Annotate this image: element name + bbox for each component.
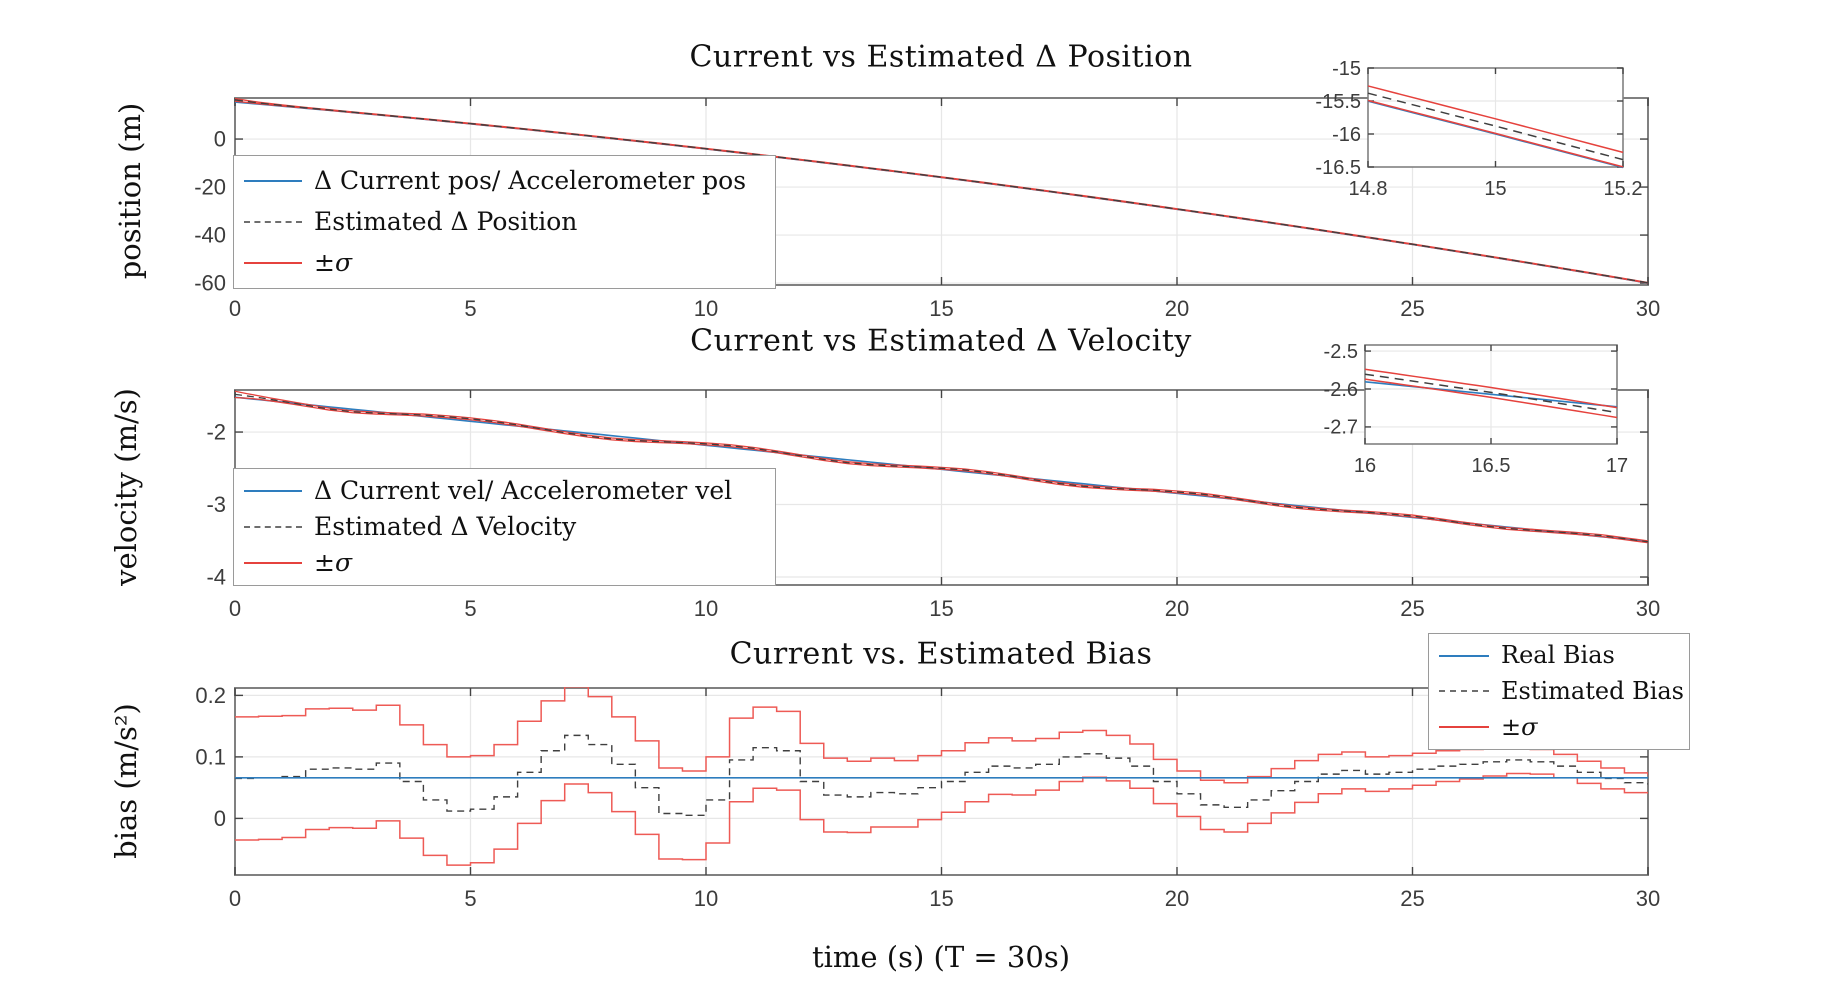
y-tick-label: 0.2 bbox=[195, 683, 226, 708]
series-sigma-lower-velocity bbox=[235, 396, 1648, 544]
series-group bbox=[235, 687, 1648, 866]
blue-line-swatch bbox=[244, 179, 302, 182]
series-sigma-lower-bias bbox=[235, 772, 1648, 866]
legend-item-estimated-pos: Estimated Δ Position bbox=[244, 206, 765, 236]
plot1-ylabel: position (m) bbox=[113, 102, 147, 280]
x-tick-label: 0 bbox=[229, 886, 241, 911]
x-tick-label: 15.2 bbox=[1604, 178, 1643, 200]
inset-sigma-lower-position bbox=[1367, 99, 1624, 168]
series-group bbox=[235, 97, 1648, 284]
x-tick-label: 10 bbox=[694, 296, 718, 321]
legend-label: Real Bias bbox=[1501, 641, 1615, 670]
x-tick-label: 15 bbox=[929, 296, 953, 321]
x-tick-label: 14.8 bbox=[1349, 178, 1388, 200]
plot1-title: Current vs Estimated Δ Position bbox=[689, 39, 1193, 75]
legend-label: ±σ bbox=[314, 248, 353, 278]
x-tick-label: 0 bbox=[229, 296, 241, 321]
plot3-ylabel: bias (m/s²) bbox=[109, 703, 143, 859]
x-tick-label: 30 bbox=[1636, 886, 1660, 911]
legend-label: Estimated Δ Position bbox=[314, 206, 578, 236]
legend-label: Δ Current pos/ Accelerometer pos bbox=[314, 165, 747, 195]
inset-estimated-velocity bbox=[1364, 373, 1618, 414]
legend-item-estimated-bias: Estimated Bias bbox=[1439, 678, 1684, 704]
plot2-title: Current vs Estimated Δ Velocity bbox=[690, 323, 1192, 359]
y-tick-label: -2.5 bbox=[1324, 341, 1358, 363]
y-tick-label: -60 bbox=[194, 271, 226, 296]
y-tick-label: -4 bbox=[206, 565, 226, 590]
legend-label: ±σ bbox=[314, 547, 353, 577]
legend-label: Estimated Bias bbox=[1501, 676, 1684, 705]
y-tick-label: -2.7 bbox=[1324, 417, 1358, 439]
dashed-line-swatch bbox=[1439, 690, 1489, 693]
dashed-line-swatch bbox=[244, 220, 302, 223]
x-tick-label: 0 bbox=[229, 596, 241, 621]
x-tick-label: 16 bbox=[1354, 455, 1376, 477]
x-axis-label: time (s) (T = 30s) bbox=[811, 940, 1071, 974]
x-tick-label: 25 bbox=[1400, 296, 1424, 321]
plot3-title: Current vs. Estimated Bias bbox=[729, 636, 1153, 672]
inset-sigma-lower-velocity bbox=[1364, 378, 1618, 419]
red-line-swatch bbox=[1439, 726, 1489, 729]
x-tick-label: 15 bbox=[1484, 178, 1506, 200]
x-tick-label: 15 bbox=[929, 596, 953, 621]
legend-item-sigma-vel: ±σ bbox=[244, 547, 765, 577]
y-tick-label: -40 bbox=[194, 223, 226, 248]
y-tick-label: -3 bbox=[206, 492, 226, 517]
x-tick-label: 10 bbox=[694, 886, 718, 911]
x-tick-label: 25 bbox=[1400, 886, 1424, 911]
y-tick-label: -16 bbox=[1332, 124, 1361, 146]
legend-position: Δ Current pos/ Accelerometer pos Estimat… bbox=[233, 155, 776, 289]
x-tick-label: 20 bbox=[1165, 296, 1189, 321]
legend-item-real-bias: Real Bias bbox=[1439, 643, 1679, 668]
blue-line-swatch bbox=[1439, 654, 1489, 657]
inset-sigma-upper-velocity bbox=[1364, 368, 1618, 409]
series-estimated-bias bbox=[235, 734, 1648, 817]
series-group bbox=[235, 390, 1648, 544]
legend-label: Estimated Δ Velocity bbox=[314, 511, 577, 541]
legend-label: ±σ bbox=[1501, 712, 1538, 741]
x-tick-label: 17 bbox=[1606, 455, 1628, 477]
red-line-swatch bbox=[244, 262, 302, 265]
series-sigma-upper-bias bbox=[235, 687, 1648, 784]
inset-current-velocity bbox=[1364, 380, 1618, 408]
y-tick-label: -2.6 bbox=[1324, 379, 1358, 401]
y-tick-label: 0 bbox=[214, 127, 226, 152]
x-tick-label: 30 bbox=[1636, 296, 1660, 321]
y-tick-label: -15 bbox=[1332, 58, 1361, 80]
series-estimated-position bbox=[235, 99, 1648, 284]
x-tick-label: 15 bbox=[929, 886, 953, 911]
legend-item-sigma-bias: ±σ bbox=[1439, 712, 1679, 741]
y-tick-label: -20 bbox=[194, 175, 226, 200]
x-tick-label: 10 bbox=[694, 596, 718, 621]
y-tick-label: -15.5 bbox=[1315, 91, 1361, 113]
x-tick-label: 16.5 bbox=[1472, 455, 1511, 477]
inset-sigma-upper-position bbox=[1367, 85, 1624, 154]
red-line-swatch bbox=[244, 562, 302, 564]
x-tick-label: 5 bbox=[464, 596, 476, 621]
legend-item-current-vel: Δ Current vel/ Accelerometer vel bbox=[244, 475, 765, 505]
x-tick-label: 5 bbox=[464, 886, 476, 911]
blue-line-swatch bbox=[244, 490, 302, 492]
y-tick-label: 0.1 bbox=[195, 744, 226, 769]
series-sigma-upper-velocity bbox=[235, 390, 1648, 542]
y-tick-label: -2 bbox=[206, 420, 226, 445]
series-estimated-velocity bbox=[235, 393, 1648, 543]
legend-label: Δ Current vel/ Accelerometer vel bbox=[314, 475, 733, 505]
plot2-ylabel: velocity (m/s) bbox=[109, 388, 143, 586]
legend-velocity: Δ Current vel/ Accelerometer vel Estimat… bbox=[233, 468, 776, 586]
legend-item-estimated-vel: Estimated Δ Velocity bbox=[244, 511, 765, 541]
x-tick-label: 25 bbox=[1400, 596, 1424, 621]
legend-item-current-pos: Δ Current pos/ Accelerometer pos bbox=[244, 165, 765, 195]
y-tick-label: -16.5 bbox=[1315, 157, 1361, 179]
x-tick-label: 20 bbox=[1165, 886, 1189, 911]
x-tick-label: 20 bbox=[1165, 596, 1189, 621]
legend-bias: Real Bias Estimated Bias ±σ bbox=[1428, 633, 1690, 750]
x-tick-label: 30 bbox=[1636, 596, 1660, 621]
dashed-line-swatch bbox=[244, 526, 302, 528]
x-tick-label: 5 bbox=[464, 296, 476, 321]
legend-item-sigma-pos: ±σ bbox=[244, 248, 765, 278]
y-tick-label: 0 bbox=[214, 806, 226, 831]
